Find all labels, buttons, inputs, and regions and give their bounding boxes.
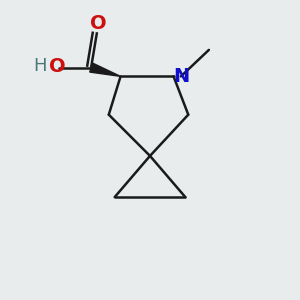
Polygon shape xyxy=(90,63,121,76)
Text: N: N xyxy=(173,67,189,86)
Text: H: H xyxy=(33,57,46,75)
Text: O: O xyxy=(49,57,66,76)
Text: O: O xyxy=(90,14,107,34)
